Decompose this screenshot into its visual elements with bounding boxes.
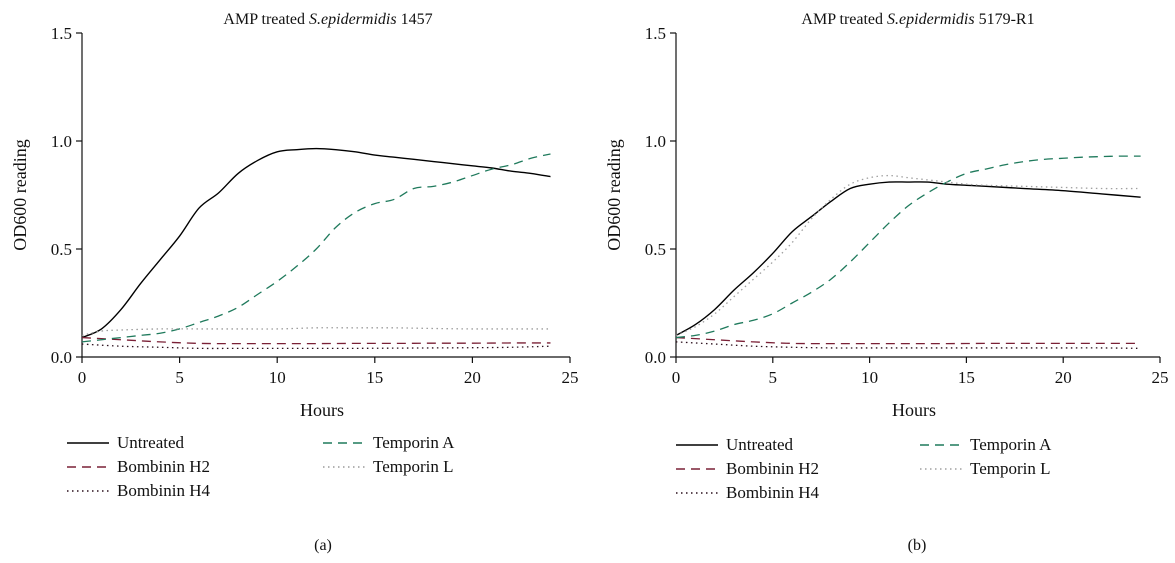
series-line-bombinin-h2 [81,336,551,345]
chart-title-part: 1457 [397,11,433,28]
y-tick-label: 1.5 [645,24,666,43]
x-tick-label: 25 [562,368,579,387]
legend-label: Temporin A [373,433,455,452]
series-line-untreated [675,181,1141,337]
chart-title-part: AMP treated [223,11,309,28]
x-tick-label: 10 [269,368,286,387]
y-tick-label: 0.5 [645,240,666,259]
x-tick-label: 10 [861,368,878,387]
chart-title-part: S.epidermidis [887,11,975,28]
legend-label: Temporin L [373,457,453,476]
y-tick-label: 0.0 [645,348,666,367]
x-tick-label: 5 [769,368,778,387]
legend-label: Untreated [726,435,794,454]
chart-title: AMP treated S.epidermidis 5179-R1 [801,11,1034,28]
series-line-temporin-a [81,153,551,343]
y-tick-label: 1.0 [645,132,666,151]
x-axis-label: Hours [892,400,936,420]
legend: Untreated Bombinin H2 Bombinin H4 Temporin … [676,435,1052,502]
y-axis-label: OD600 reading [10,139,30,250]
chart-title-part: S.epidermidis [309,11,397,28]
legend-label: Bombinin H2 [117,457,210,476]
series-line-temporin-a [675,155,1141,339]
y-tick-label: 1.5 [51,24,72,43]
x-tick-label: 15 [958,368,975,387]
chart-panel-1: AMP treated S.epidermidis 1457 0 5 10 15 20 25… [10,11,579,554]
y-tick-label: 0.0 [51,348,72,367]
x-tick-label: 0 [78,368,87,387]
chart-title-part: AMP treated [801,11,887,28]
legend-label: Temporin L [970,459,1050,478]
legend: Untreated Bombinin H2 Bombinin H4 Temporin … [67,433,455,500]
chart-title: AMP treated S.epidermidis 1457 [223,11,432,28]
panel-label: (b) [908,537,927,554]
panel-label: (a) [314,537,332,554]
x-tick-label: 20 [1055,368,1072,387]
x-tick-label: 25 [1152,368,1169,387]
legend-label: Bombinin H4 [726,483,820,502]
legend-label: Bombinin H4 [117,481,211,500]
chart-title-part: 5179-R1 [975,11,1035,28]
legend-label: Temporin A [970,435,1052,454]
x-tick-label: 5 [175,368,184,387]
x-tick-label: 15 [366,368,383,387]
y-tick-label: 0.5 [51,240,72,259]
series-line-untreated [81,147,551,339]
series-line-temporin-l [81,327,551,337]
series-line-temporin-l [675,174,1141,336]
chart-panel-2: AMP treated S.epidermidis 5179-R1 0 5 10 15 2… [604,11,1169,554]
x-axis-label: Hours [300,400,344,420]
legend-label: Untreated [117,433,185,452]
series-line-bombinin-h2 [675,336,1141,345]
y-tick-label: 1.0 [51,132,72,151]
y-axis-label: OD600 reading [604,139,624,250]
series-line-bombinin-h4 [81,343,551,350]
x-tick-label: 0 [672,368,681,387]
legend-label: Bombinin H2 [726,459,819,478]
x-tick-label: 20 [464,368,481,387]
